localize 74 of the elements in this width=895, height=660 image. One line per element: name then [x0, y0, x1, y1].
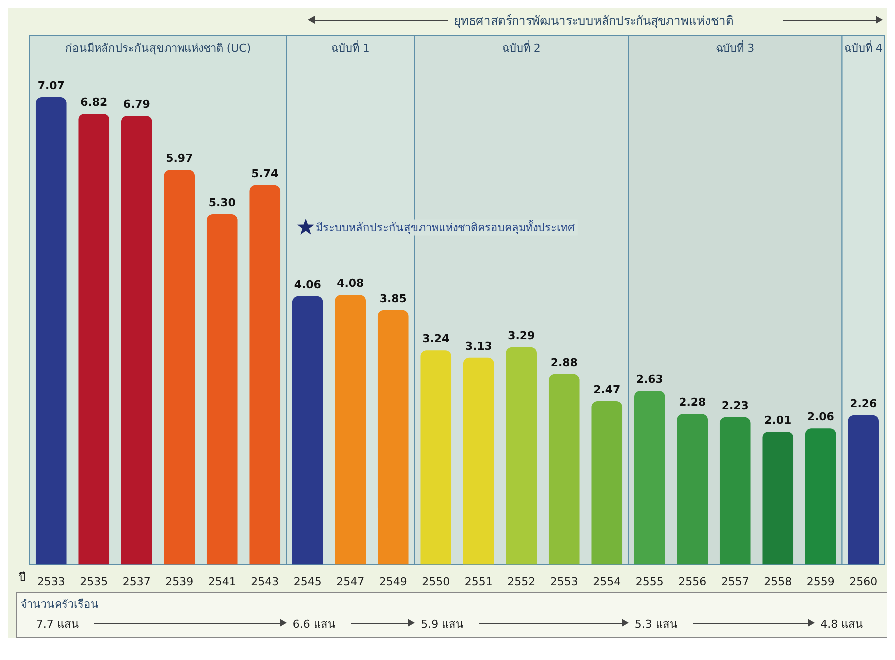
- bar: [121, 116, 152, 565]
- x-tick-label: 2552: [508, 575, 536, 588]
- data-label: 6.82: [80, 96, 108, 109]
- data-label: 7.07: [38, 79, 65, 92]
- x-tick-label: 2555: [636, 575, 664, 588]
- band-label: ฉบับที่ 1: [331, 40, 370, 55]
- text: 5.9 แสน: [421, 617, 464, 633]
- x-tick-label: 2559: [806, 575, 835, 588]
- data-label: 2.06: [807, 410, 835, 424]
- data-label: 5.30: [208, 196, 236, 210]
- bar: [592, 402, 623, 565]
- x-tick-label: 2551: [464, 575, 493, 588]
- text: จำนวนครัวเรือน: [21, 597, 99, 613]
- text: 7.7 แสน: [36, 617, 80, 633]
- bar: [548, 374, 580, 565]
- bar: [677, 414, 708, 565]
- x-tick-label: 2543: [251, 575, 280, 588]
- bar: [506, 347, 538, 565]
- x-tick-label: 2547: [336, 575, 365, 588]
- x-tick-label: 2549: [379, 575, 408, 588]
- data-label: 4.08: [337, 277, 364, 290]
- bar: [463, 358, 494, 565]
- band-label: ฉบับที่ 4: [844, 40, 883, 55]
- x-tick-label: 2545: [294, 575, 322, 588]
- x-axis-title: ปี: [18, 570, 26, 584]
- x-tick-label: 2557: [721, 575, 750, 588]
- data-label: 4.06: [294, 278, 322, 292]
- x-tick-label: 2556: [678, 575, 707, 588]
- data-label: 2.23: [722, 399, 749, 412]
- text: 5.3 แสน: [634, 617, 678, 633]
- data-label: 3.24: [422, 332, 450, 346]
- data-label: 2.63: [636, 372, 664, 386]
- bar: [420, 350, 452, 565]
- bar: [250, 185, 281, 565]
- data-label: 2.01: [764, 414, 792, 427]
- x-tick-label: 2558: [764, 575, 792, 588]
- bar: [78, 114, 110, 565]
- data-label: 5.97: [166, 152, 194, 166]
- data-label: 5.74: [252, 167, 280, 180]
- data-label: 3.29: [508, 329, 536, 342]
- x-tick-label: 2554: [593, 575, 622, 588]
- bar: [720, 417, 751, 565]
- x-tick-label: 2541: [208, 575, 236, 588]
- chart-title: ยุทธศาสตร์การพัฒนาระบบหลักประกันสุขภาพแห่งชาติ: [453, 12, 735, 30]
- x-tick-label: 2560: [850, 575, 878, 588]
- data-label: 3.13: [465, 340, 492, 353]
- x-tick-label: 2550: [422, 575, 450, 588]
- x-tick-label: 2537: [122, 575, 151, 588]
- bar: [335, 295, 366, 565]
- bar: [762, 432, 794, 565]
- annotation: มีระบบหลักประกันสุขภาพแห่งชาติครอบคลุมทั้งประเทศ: [316, 220, 575, 235]
- data-label: 2.26: [850, 397, 878, 410]
- bar: [634, 390, 666, 565]
- data-label: 2.28: [679, 396, 706, 410]
- bar: [378, 310, 409, 565]
- data-label: 2.88: [550, 356, 578, 370]
- bar: [36, 97, 67, 565]
- band-label: ฉบับที่ 2: [502, 40, 541, 55]
- data-label: 2.47: [594, 384, 621, 397]
- band-label: ฉบับที่ 3: [716, 40, 755, 55]
- band-label: ก่อนมีหลักประกันสุขภาพแห่งชาติ (UC): [65, 42, 252, 55]
- x-tick-label: 2535: [80, 575, 108, 588]
- text: 4.8 แสน: [820, 617, 864, 633]
- bar: [292, 296, 324, 565]
- data-label: 3.85: [380, 292, 407, 306]
- bar: [848, 415, 880, 565]
- bar: [164, 170, 196, 565]
- bar: [206, 214, 238, 565]
- text: 6.6 แสน: [292, 617, 336, 633]
- bar: [805, 428, 836, 565]
- x-tick-label: 2553: [550, 575, 578, 588]
- x-tick-label: 2533: [37, 575, 66, 588]
- x-tick-label: 2539: [166, 575, 194, 588]
- data-label: 6.79: [123, 98, 150, 111]
